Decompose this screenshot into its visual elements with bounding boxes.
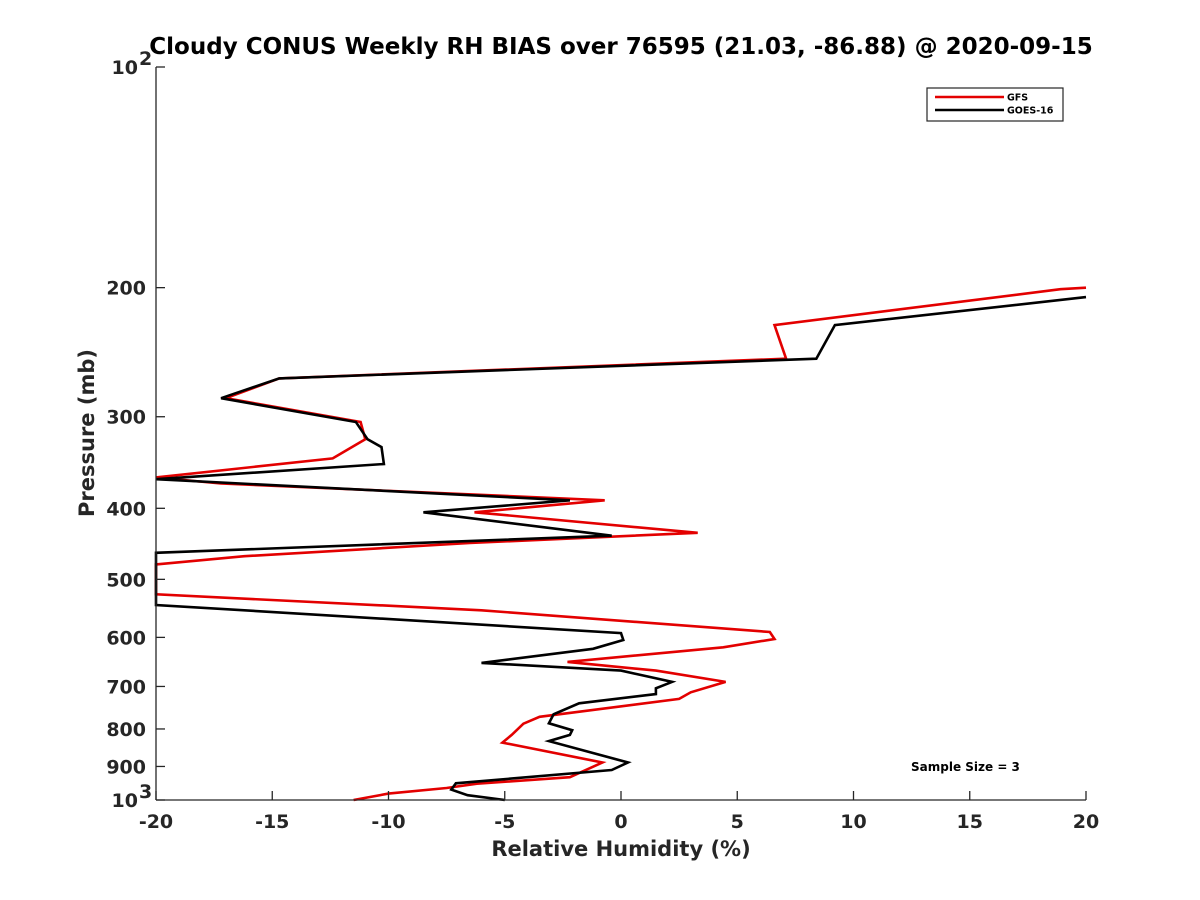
legend: GFS GOES-16: [926, 87, 1064, 122]
y-tick-label: 900: [106, 756, 146, 778]
x-tick-label: 0: [614, 811, 627, 833]
y-tick-exponent: 3: [139, 781, 152, 803]
x-tick-label: 10: [840, 811, 866, 833]
y-tick-label: 500: [106, 569, 146, 591]
y-tick-label: 300: [106, 407, 146, 429]
legend-box: [926, 87, 1064, 122]
x-tick-label: -5: [494, 811, 515, 833]
y-tick-label: 600: [106, 627, 146, 649]
y-tick-label: 400: [106, 498, 146, 520]
x-tick-label: 15: [957, 811, 983, 833]
y-tick-label: 200: [106, 278, 146, 300]
y-tick-exponent: 2: [139, 48, 152, 70]
x-tick-label: -15: [255, 811, 289, 833]
x-tick-label: -10: [371, 811, 405, 833]
sample-size-annotation: Sample Size = 3: [911, 760, 1020, 774]
chart-title: Cloudy CONUS Weekly RH BIAS over 76595 (…: [149, 34, 1092, 60]
series-gfs: [154, 286, 1087, 802]
series-line: [154, 295, 1087, 802]
series-layer: [154, 286, 1087, 802]
axes-background: [156, 67, 1086, 800]
y-tick-label: 700: [106, 676, 146, 698]
legend-label-goes16: GOES-16: [1007, 106, 1054, 117]
x-tick-label: -20: [139, 811, 173, 833]
x-axis-label: Relative Humidity (%): [491, 837, 750, 861]
x-ticks: -20 -15 -10 -5 0 5 10 15 20: [139, 791, 1099, 833]
y-tick-label: 10: [112, 57, 138, 79]
y-tick-label: 10: [112, 790, 138, 812]
x-tick-label: 5: [731, 811, 744, 833]
x-tick-label: 20: [1073, 811, 1099, 833]
series-line: [154, 286, 1087, 802]
plot-area: -20 -15 -10 -5 0 5 10 15 20 10 220030040050060070…: [106, 48, 1099, 833]
legend-label-gfs: GFS: [1007, 93, 1028, 104]
y-axis-label: Pressure (mb): [75, 349, 99, 517]
series-goes16: [154, 295, 1087, 802]
y-tick-label: 800: [106, 719, 146, 741]
